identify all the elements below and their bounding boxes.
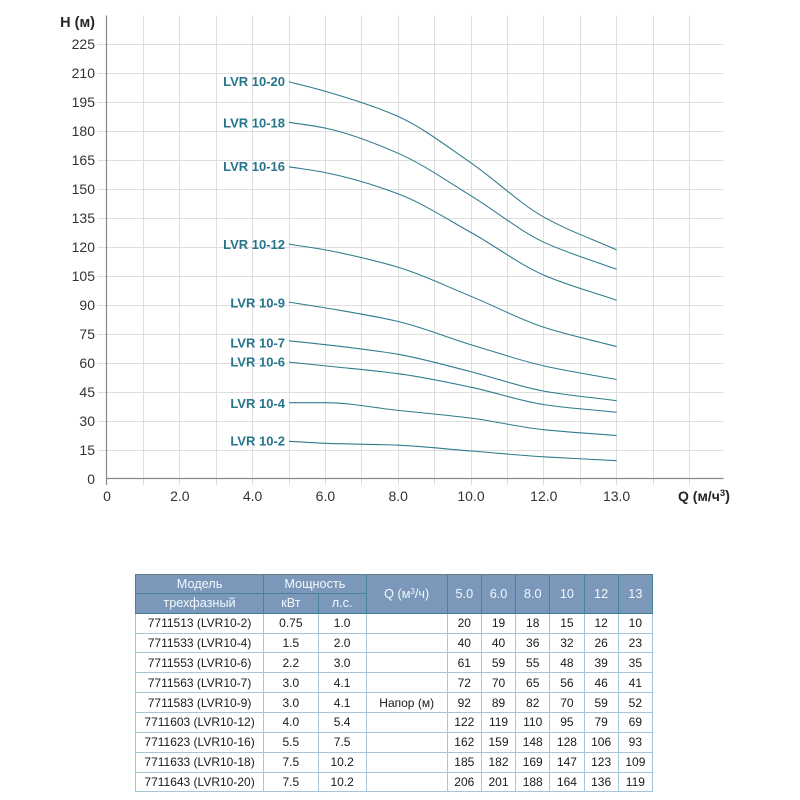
svg-text:13.0: 13.0 xyxy=(603,488,630,504)
svg-text:12.0: 12.0 xyxy=(530,488,557,504)
svg-text:0: 0 xyxy=(87,471,95,487)
svg-text:LVR 10-2: LVR 10-2 xyxy=(230,433,285,448)
svg-text:Н (м): Н (м) xyxy=(60,15,95,31)
svg-text:LVR 10-7: LVR 10-7 xyxy=(230,336,285,351)
svg-text:210: 210 xyxy=(72,65,96,81)
svg-text:135: 135 xyxy=(72,210,96,226)
svg-text:10.0: 10.0 xyxy=(457,488,484,504)
svg-text:75: 75 xyxy=(79,326,95,342)
svg-text:15: 15 xyxy=(79,442,95,458)
svg-text:180: 180 xyxy=(72,123,96,139)
svg-text:90: 90 xyxy=(79,297,95,313)
svg-text:45: 45 xyxy=(79,384,95,400)
svg-text:2.0: 2.0 xyxy=(170,488,190,504)
svg-text:105: 105 xyxy=(72,268,96,284)
svg-text:60: 60 xyxy=(79,355,95,371)
svg-text:Q (м/ч3): Q (м/ч3) xyxy=(678,488,730,505)
svg-text:195: 195 xyxy=(72,94,96,110)
svg-text:LVR 10-20: LVR 10-20 xyxy=(223,74,285,89)
svg-text:LVR 10-18: LVR 10-18 xyxy=(223,115,285,130)
svg-text:4.0: 4.0 xyxy=(243,488,263,504)
svg-text:LVR 10-12: LVR 10-12 xyxy=(223,237,285,252)
svg-text:30: 30 xyxy=(79,413,95,429)
svg-text:165: 165 xyxy=(72,152,96,168)
svg-text:120: 120 xyxy=(72,239,96,255)
svg-text:LVR 10-16: LVR 10-16 xyxy=(223,159,285,174)
svg-text:0: 0 xyxy=(103,488,111,504)
svg-text:LVR 10-6: LVR 10-6 xyxy=(230,354,285,369)
svg-text:6.0: 6.0 xyxy=(316,488,336,504)
svg-text:225: 225 xyxy=(72,36,96,52)
svg-text:8.0: 8.0 xyxy=(388,488,408,504)
svg-text:LVR 10-9: LVR 10-9 xyxy=(230,296,285,311)
svg-text:150: 150 xyxy=(72,181,96,197)
svg-text:LVR 10-4: LVR 10-4 xyxy=(230,396,285,411)
